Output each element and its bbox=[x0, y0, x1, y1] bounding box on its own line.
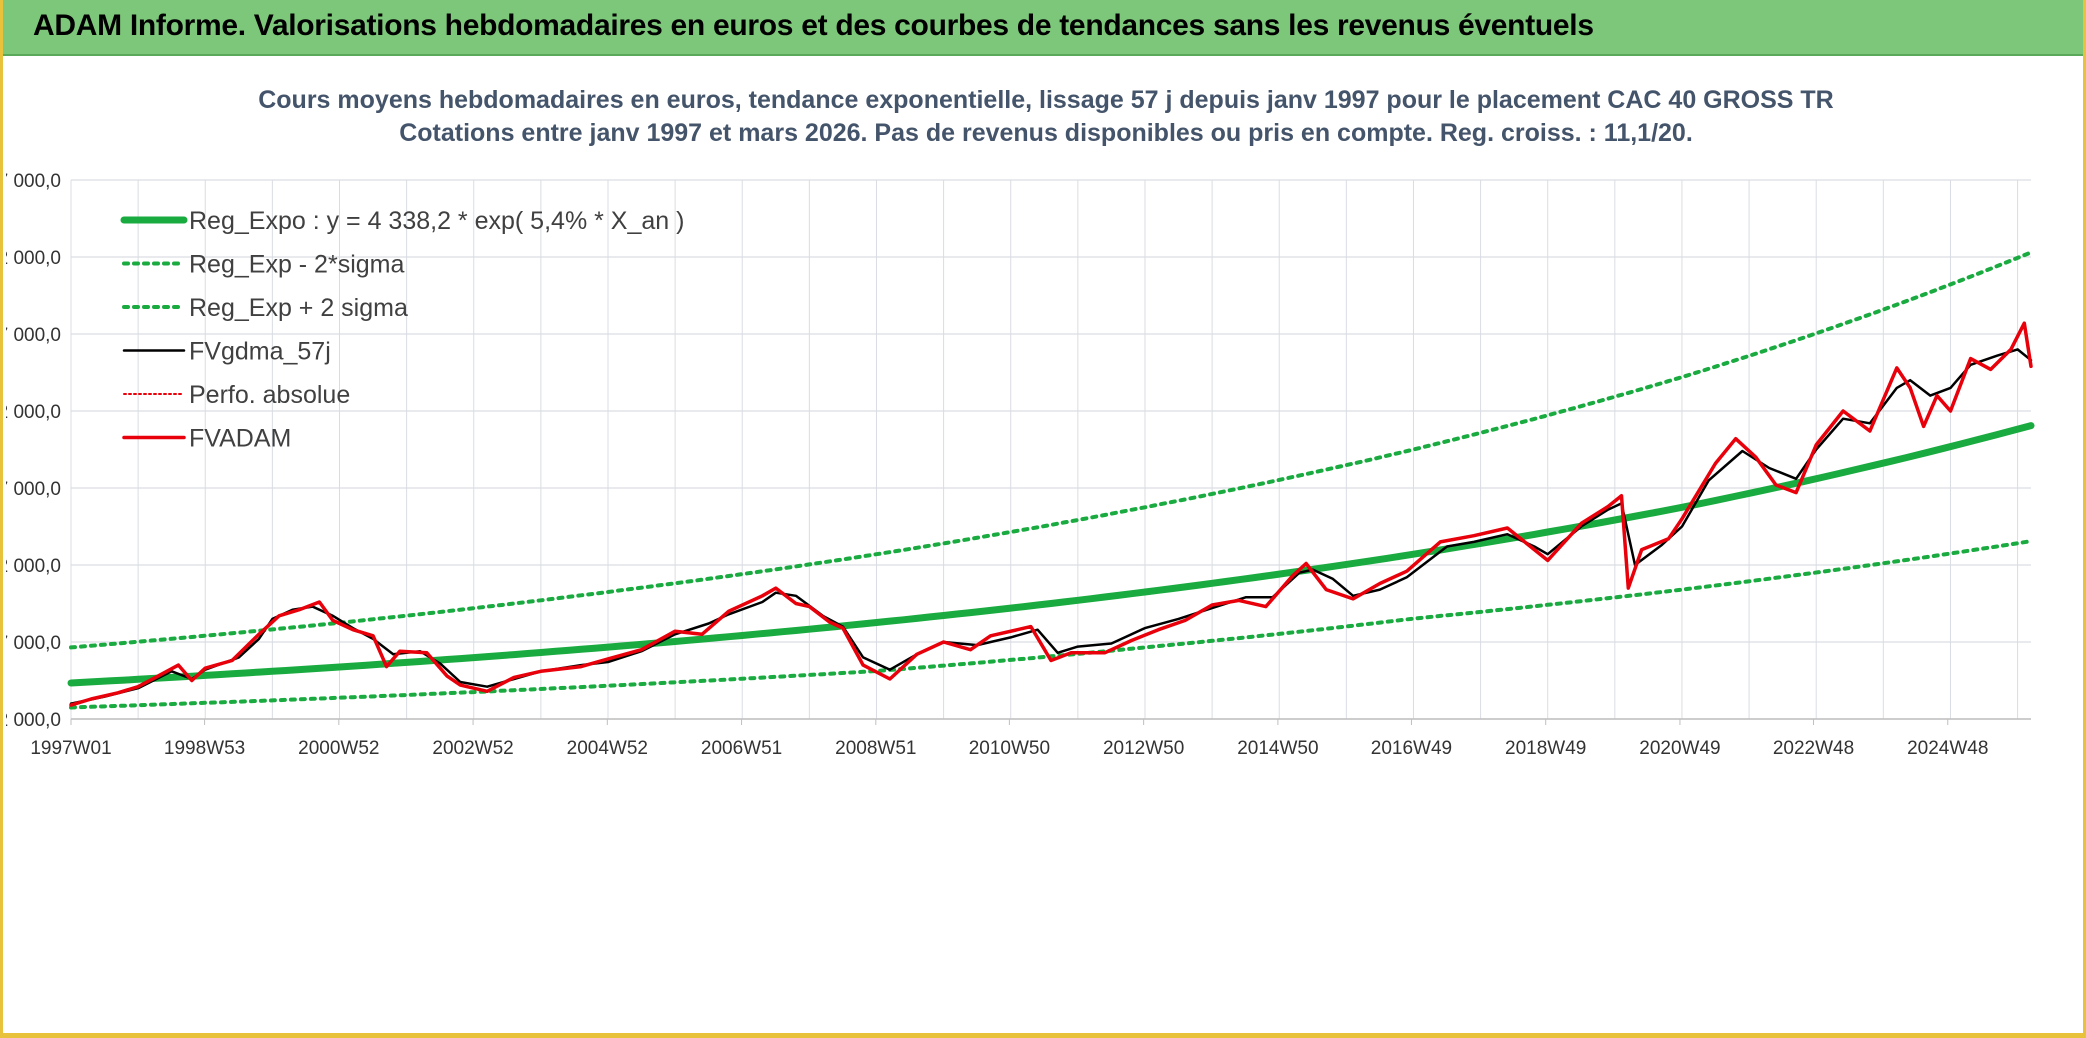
x-tick-label: 1998W53 bbox=[164, 738, 245, 759]
x-tick-label: 2000W52 bbox=[298, 738, 379, 759]
chart-title-line: Cours moyens hebdomadaires en euros, ten… bbox=[258, 86, 1834, 114]
legend-label: Reg_Exp - 2*sigma bbox=[189, 251, 404, 279]
x-tick-label: 2024W48 bbox=[1907, 738, 1988, 759]
y-tick-label: 17 000,0 bbox=[6, 479, 61, 500]
x-tick-label: 1997W01 bbox=[30, 738, 111, 759]
y-tick-label: 2 000,0 bbox=[6, 710, 61, 731]
x-tick-label: 2008W51 bbox=[835, 738, 916, 759]
chart-panel: ADAM Informe. Valorisations hebdomadaire… bbox=[3, 0, 2083, 1033]
x-tick-label: 2002W52 bbox=[432, 738, 513, 759]
y-tick-label: 32 000,0 bbox=[6, 248, 61, 269]
series-line-fvadam bbox=[69, 321, 2033, 707]
legend-label: FVADAM bbox=[189, 425, 291, 453]
x-tick-label: 2020W49 bbox=[1639, 738, 1720, 759]
legend-label: Perfo. absolue bbox=[189, 381, 350, 409]
legend-label: FVgdma_57j bbox=[189, 338, 331, 366]
line-chart: Cours moyens hebdomadaires en euros, ten… bbox=[6, 86, 2035, 759]
legend-label: Reg_Expo : y = 4 338,2 * exp( 5,4% * X_a… bbox=[189, 207, 684, 235]
y-tick-label: 22 000,0 bbox=[6, 402, 61, 423]
x-tick-label: 2022W48 bbox=[1773, 738, 1854, 759]
x-tick-label: 2010W50 bbox=[969, 738, 1050, 759]
x-tick-label: 2016W49 bbox=[1371, 738, 1452, 759]
chart-title-line: Cotations entre janv 1997 et mars 2026. … bbox=[399, 119, 1693, 147]
y-tick-label: 27 000,0 bbox=[6, 325, 61, 346]
series-line-reg-sigma bbox=[69, 250, 2033, 650]
y-tick-label: 37 000,0 bbox=[6, 171, 61, 192]
series-line-fvgdma bbox=[69, 348, 2033, 705]
series-line-reg-sigma bbox=[69, 539, 2033, 710]
x-tick-label: 2012W50 bbox=[1103, 738, 1184, 759]
x-tick-label: 2014W50 bbox=[1237, 738, 1318, 759]
x-tick-label: 2018W49 bbox=[1505, 738, 1586, 759]
x-tick-label: 2006W51 bbox=[701, 738, 782, 759]
y-tick-label: 12 000,0 bbox=[6, 556, 61, 577]
report-title: ADAM Informe. Valorisations hebdomadaire… bbox=[33, 9, 1594, 42]
x-tick-label: 2004W52 bbox=[567, 738, 648, 759]
y-tick-label: 7 000,0 bbox=[6, 633, 61, 654]
report-banner: ADAM Informe. Valorisations hebdomadaire… bbox=[3, 0, 2083, 56]
legend-label: Reg_Exp + 2 sigma bbox=[189, 294, 408, 322]
chart-area: Cours moyens hebdomadaires en euros, ten… bbox=[6, 58, 2083, 1033]
